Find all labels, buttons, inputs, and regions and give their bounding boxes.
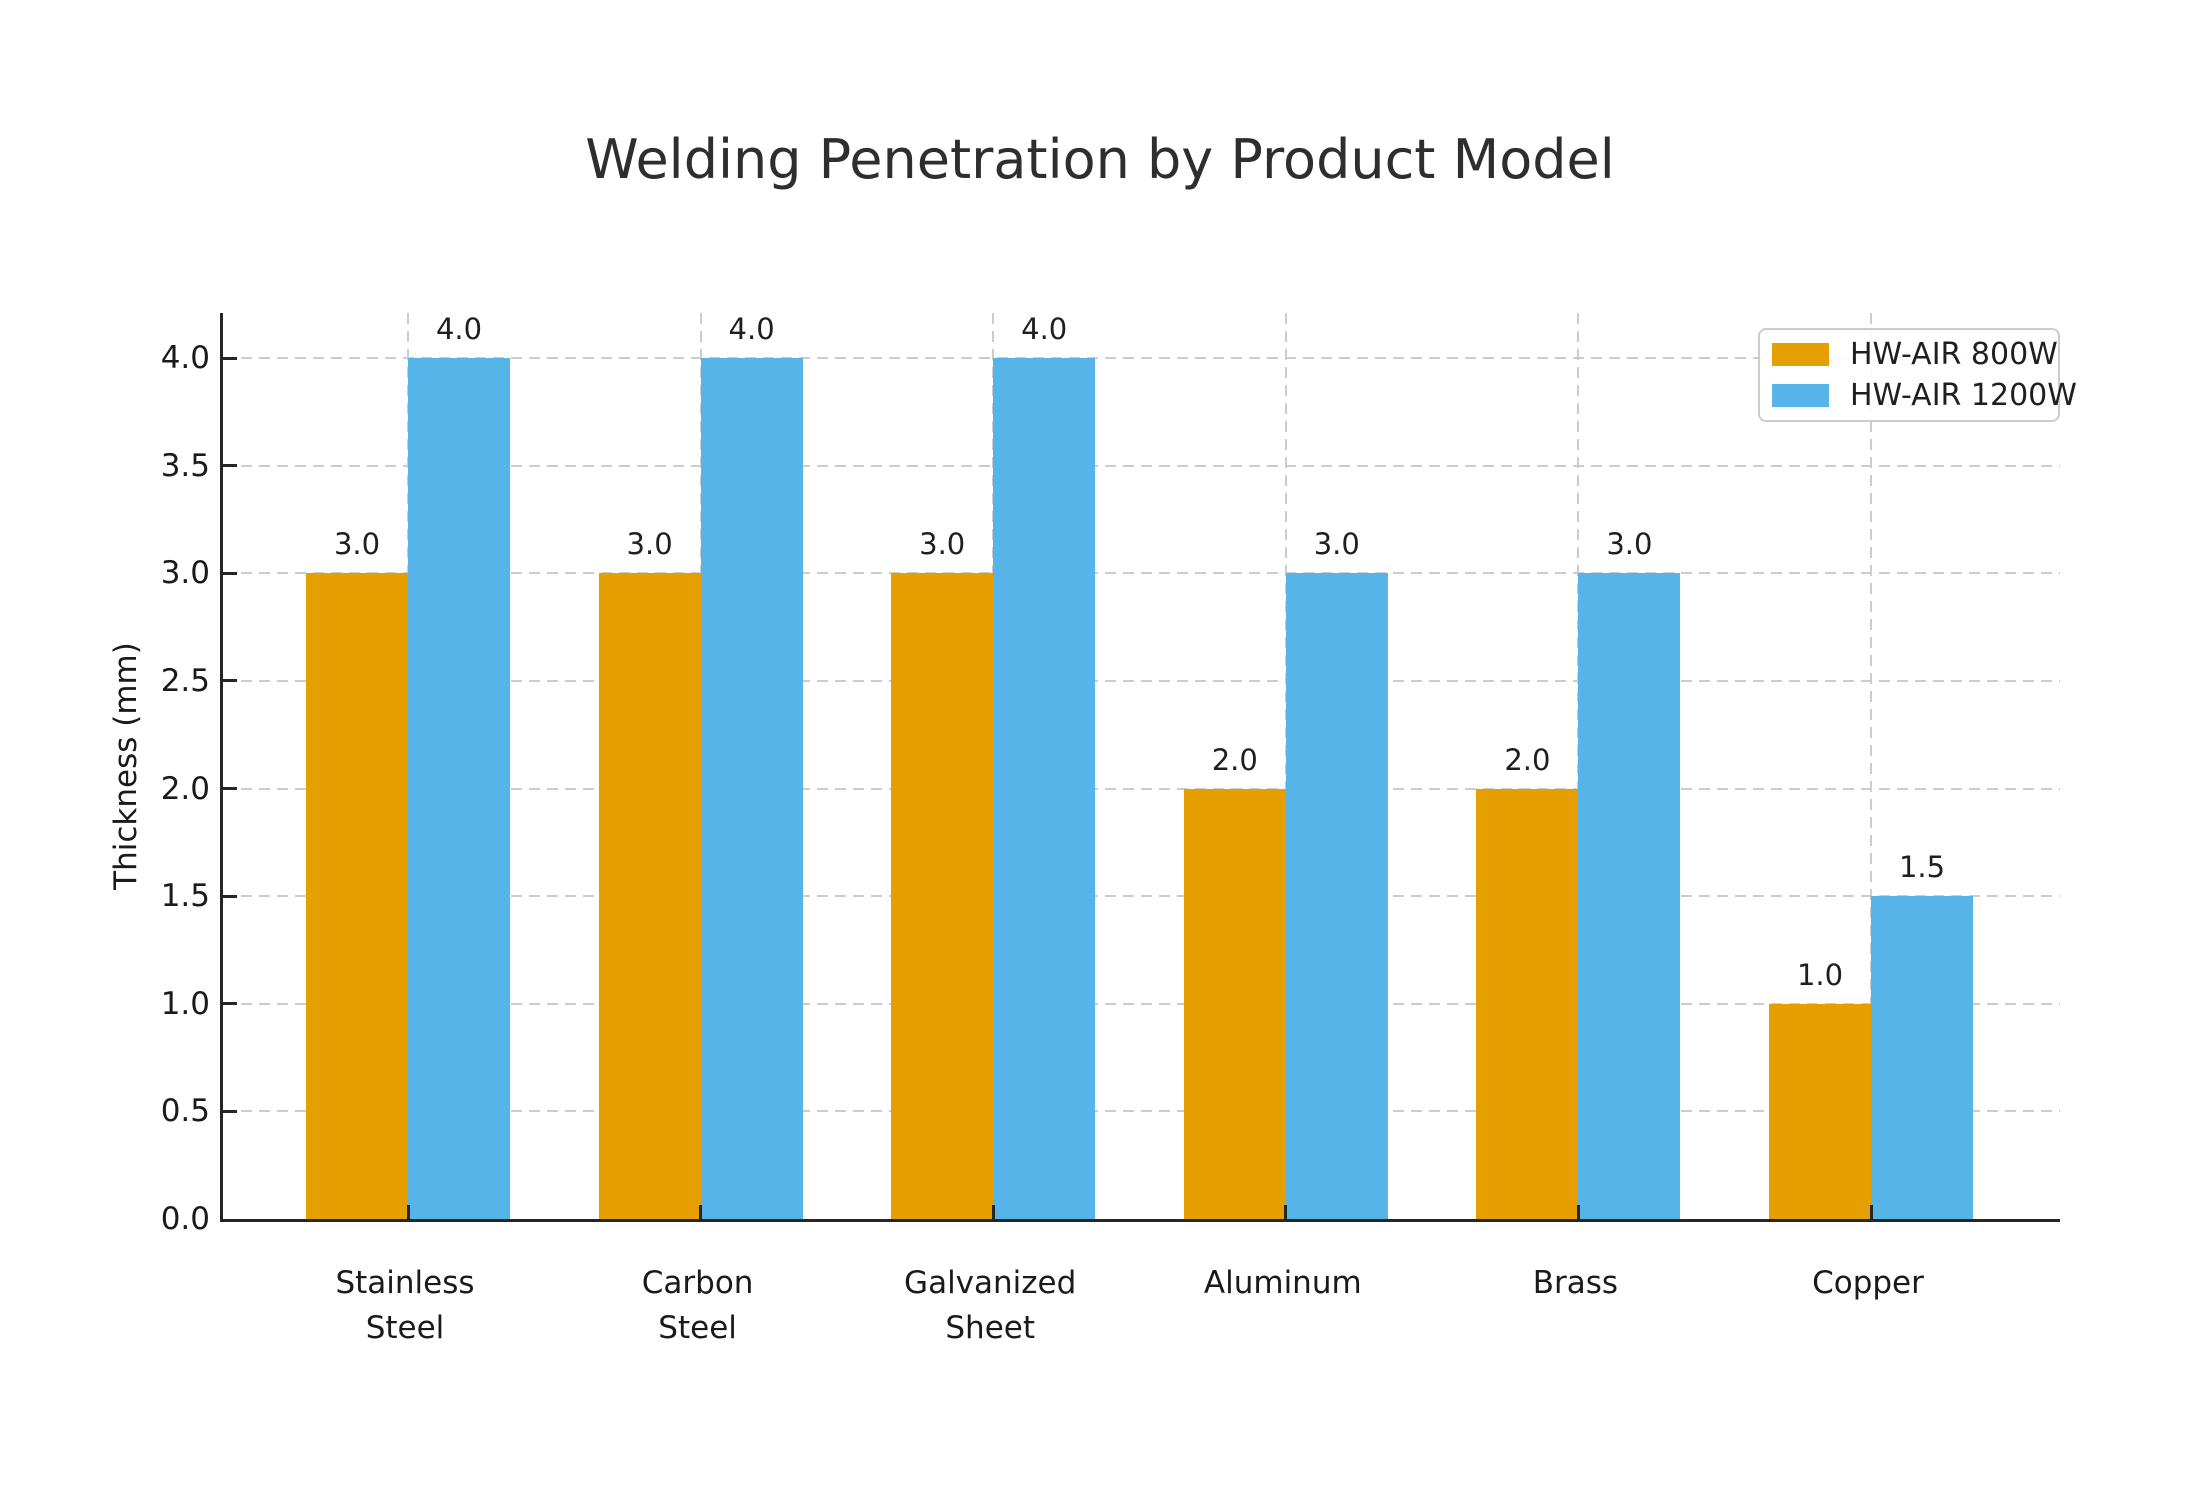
y-tick-label: 2.5	[160, 662, 210, 699]
bar-value-label: 3.0	[333, 527, 381, 562]
bar-value-label: 2.0	[1504, 742, 1551, 777]
x-tick-mark	[1869, 1205, 1873, 1219]
plot-area: 3.0 3.0 3.0 2.0 2.0 1.0 4.0 4.0 4.0 3.0 3.0 1.5	[220, 312, 2060, 1222]
bar-800w-3	[1183, 788, 1286, 1219]
y-tick-label: 3.5	[160, 447, 210, 484]
bar-value-label: 4.0	[1021, 312, 1068, 346]
x-tick-mark	[991, 1205, 995, 1219]
y-tick-mark	[223, 894, 237, 898]
y-tick-mark	[223, 679, 237, 683]
x-tick-label-line: Brass	[1532, 1265, 1619, 1301]
legend-entry: HW-AIR 1200W	[1760, 378, 2077, 413]
gridline-horizontal	[223, 1002, 2060, 1005]
x-tick-label: Galvanized Sheet	[860, 1261, 1120, 1351]
bar-800w-1	[598, 573, 701, 1219]
legend-swatch	[1772, 343, 1829, 367]
y-tick-mark	[223, 356, 237, 360]
bar-800w-2	[891, 573, 994, 1219]
x-tick-label-line: Carbon	[641, 1265, 754, 1301]
y-tick-label: 0.5	[160, 1093, 210, 1130]
gridline-horizontal	[223, 1110, 2060, 1113]
x-tick-label: Brass	[1445, 1261, 1705, 1306]
gridline-horizontal	[223, 679, 2060, 682]
legend-swatch	[1772, 383, 1829, 407]
x-tick-label: Carbon Steel	[568, 1261, 828, 1351]
gridline-horizontal	[223, 572, 2060, 575]
x-tick-label: Aluminum	[1153, 1261, 1413, 1306]
bar-value-label: 3.0	[1313, 527, 1360, 562]
x-tick-label: Copper	[1738, 1261, 1998, 1306]
legend-entry-label: HW-AIR 800W	[1850, 337, 2058, 373]
x-tick-mark	[1576, 1205, 1580, 1219]
x-tick-label-line: Steel	[365, 1310, 445, 1346]
gridline-vertical	[1870, 313, 1872, 1219]
bar-value-label: 4.0	[435, 312, 483, 346]
bar-1200w-3	[1285, 573, 1388, 1219]
y-tick-mark	[223, 787, 237, 790]
y-tick-mark	[223, 1109, 237, 1113]
gridline-horizontal	[223, 357, 2060, 359]
chart-title: Welding Penetration by Product Model	[585, 128, 1615, 191]
y-tick-label: 3.0	[160, 555, 210, 592]
bar-value-label: 2.0	[1211, 742, 1258, 777]
legend-entry-label: HW-AIR 1200W	[1850, 377, 2077, 413]
y-tick-label: 1.0	[160, 985, 210, 1022]
x-tick-label-line: Copper	[1812, 1265, 1924, 1301]
x-tick-mark	[406, 1205, 410, 1219]
x-tick-label-line: Steel	[658, 1310, 737, 1346]
y-tick-mark	[223, 1002, 237, 1006]
bar-1200w-2	[993, 358, 1096, 1219]
bar-value-label: 3.0	[626, 527, 673, 562]
bar-800w-0	[306, 573, 408, 1219]
y-tick-label: 1.5	[160, 878, 210, 915]
bar-1200w-5	[1871, 896, 1973, 1219]
bar-800w-4	[1476, 788, 1579, 1219]
bar-value-label: 3.0	[1606, 527, 1653, 562]
y-tick-mark	[223, 571, 237, 575]
x-tick-label-line: Sheet	[945, 1310, 1035, 1346]
y-tick-label: 4.0	[160, 340, 210, 376]
bar-value-label: 1.0	[1796, 957, 1844, 992]
bar-1200w-4	[1578, 573, 1681, 1219]
gridline-horizontal	[223, 895, 2060, 898]
x-tick-label-line: Galvanized	[904, 1265, 1077, 1301]
x-tick-label: Stainless Steel	[275, 1261, 535, 1351]
legend: HW-AIR 800W HW-AIR 1200W	[1758, 328, 2077, 422]
x-tick-mark	[699, 1205, 703, 1219]
y-tick-label: 0.0	[160, 1201, 210, 1237]
bar-1200w-1	[700, 358, 803, 1219]
bar-value-label: 3.0	[919, 527, 966, 562]
gridline-horizontal	[223, 787, 2060, 790]
legend-entry: HW-AIR 800W	[1760, 337, 2058, 372]
x-tick-label-line: Aluminum	[1203, 1265, 1362, 1301]
y-tick-mark	[223, 464, 237, 468]
y-tick-label: 2.0	[160, 770, 210, 807]
x-tick-mark	[1284, 1205, 1288, 1219]
gridline-horizontal	[223, 464, 2060, 467]
bar-1200w-0	[408, 358, 510, 1219]
bar-value-label: 4.0	[728, 312, 775, 346]
x-tick-label-line: Stainless	[335, 1265, 475, 1301]
bar-800w-5	[1769, 1003, 1871, 1219]
bar-value-label: 1.5	[1898, 850, 1946, 885]
